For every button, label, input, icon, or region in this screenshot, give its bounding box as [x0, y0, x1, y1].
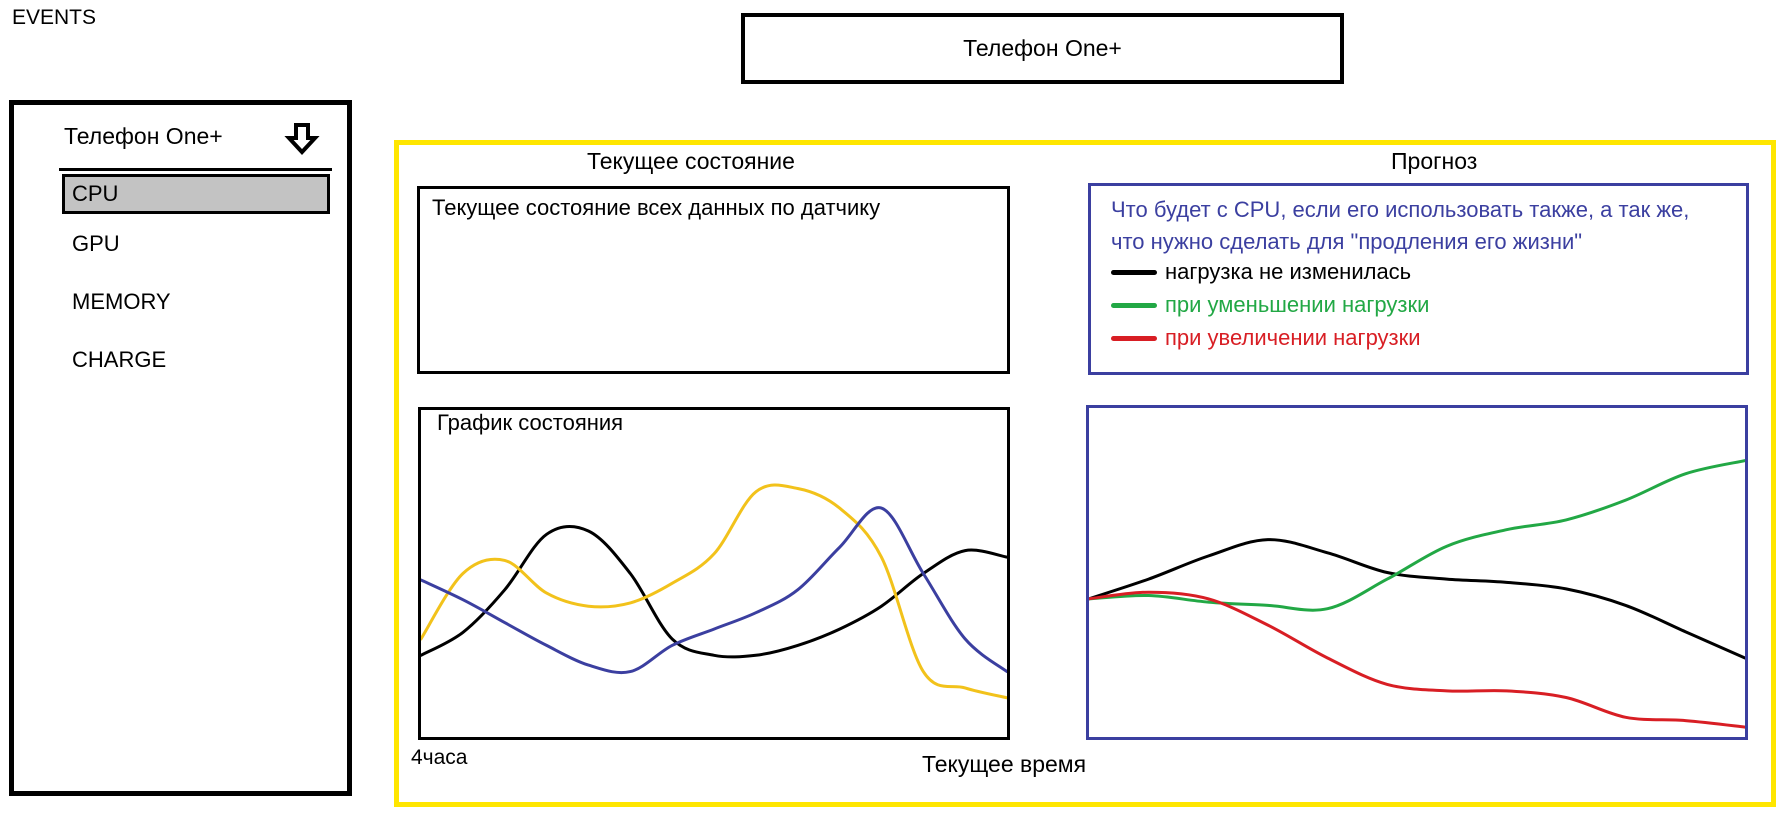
state-chart-series-line-1 — [421, 525, 1007, 659]
app-title: EVENTS — [12, 6, 97, 29]
current-state-box: Текущее состояние всех данных по датчику — [417, 186, 1010, 374]
sidebar: Телефон One+ CPU GPU MEMORY CHARGE — [9, 100, 352, 796]
device-header: Телефон One+ — [741, 13, 1344, 84]
forecast-box: Что будет с CPU, если его использовать т… — [1088, 183, 1749, 375]
sidebar-item-charge[interactable]: CHARGE — [72, 347, 167, 372]
legend-item: нагрузка не изменилась — [1111, 257, 1411, 287]
current-state-text: Текущее состояние всех данных по датчику — [432, 195, 881, 220]
legend-label: нагрузка не изменилась — [1165, 259, 1412, 284]
state-chart-title: График состояния — [437, 410, 624, 435]
device-select-label: Телефон One+ — [64, 123, 223, 149]
legend-swatch — [1111, 335, 1157, 341]
state-chart-series-line-2 — [421, 483, 1007, 700]
legend-label: при уменьшении нагрузки — [1165, 292, 1430, 317]
legend-label: при увеличении нагрузки — [1165, 325, 1421, 350]
forecast-title: Прогноз — [1391, 148, 1478, 174]
arrow-down-icon[interactable] — [284, 121, 320, 157]
sidebar-item-cpu[interactable]: CPU — [62, 174, 330, 214]
legend-item: при увеличении нагрузки — [1111, 323, 1421, 353]
forecast-description: Что будет с CPU, если его использовать т… — [1111, 197, 1690, 254]
sidebar-item-memory[interactable]: MEMORY — [72, 289, 171, 314]
device-select[interactable]: Телефон One+ — [64, 121, 336, 169]
device-header-label: Телефон One+ — [963, 35, 1122, 61]
state-chart-series-line-3 — [421, 506, 1007, 675]
state-chart-plot — [421, 483, 1007, 700]
forecast-chart — [1086, 405, 1748, 740]
forecast-chart-series-line-1 — [1089, 538, 1745, 660]
forecast-chart-series-line-3 — [1089, 590, 1745, 729]
legend-item: при уменьшении нагрузки — [1111, 290, 1429, 320]
legend-swatch — [1111, 269, 1157, 275]
forecast-chart-series-line-2 — [1089, 459, 1745, 612]
forecast-chart-plot — [1089, 459, 1745, 729]
legend-swatch — [1111, 302, 1157, 308]
x-axis-end-label: Текущее время — [922, 751, 1087, 777]
current-state-title: Текущее состояние — [587, 148, 795, 174]
x-axis-start-label: 4часа — [411, 746, 468, 769]
sidebar-item-gpu[interactable]: GPU — [72, 231, 120, 256]
state-chart: График состояния — [418, 407, 1010, 740]
main-panel — [394, 140, 1776, 807]
device-select-underline — [59, 168, 332, 171]
